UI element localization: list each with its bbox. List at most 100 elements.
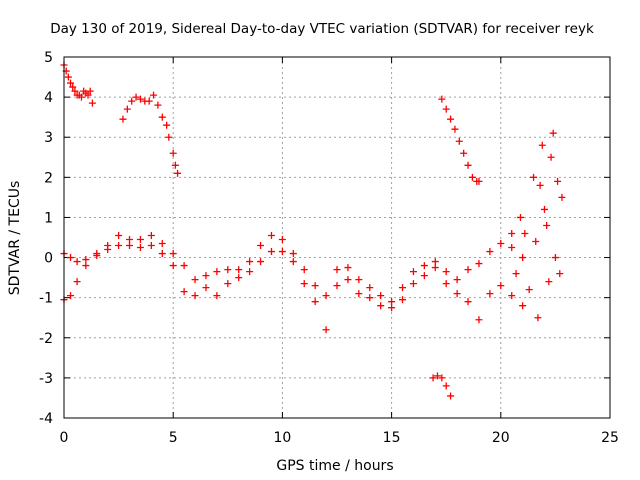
data-point [289,250,297,258]
x-tick-label: 25 [601,430,619,446]
data-point [267,248,275,256]
data-point [438,95,446,103]
data-point [257,258,265,266]
data-point [497,282,505,290]
x-tick-label: 15 [383,430,401,446]
data-point [202,272,210,280]
data-point [451,125,459,133]
data-point [433,372,441,380]
data-point [532,238,540,246]
data-point [147,231,155,239]
data-point [84,91,92,99]
y-tick-label: 3 [44,130,53,146]
data-point [409,280,417,288]
data-point [333,266,341,274]
x-tick-labels: 0 5 10 15 20 25 [60,430,619,446]
data-point [246,268,254,276]
data-point [86,87,94,95]
data-point [508,229,516,237]
data-point [366,294,374,302]
data-point [123,105,131,113]
data-point [224,280,232,288]
x-tick-label: 20 [492,430,510,446]
data-point [257,242,265,250]
data-point [169,250,177,258]
data-point [534,314,542,322]
y-tick-labels: -4 -3 -2 -1 0 1 2 3 4 5 [39,50,53,427]
y-tick-label: 2 [44,170,53,186]
data-point [521,229,529,237]
series-arc-b-high [119,91,182,177]
data-point [464,161,472,169]
data-point [180,288,188,296]
data-point [64,73,72,81]
data-point [311,298,319,306]
data-point [399,284,407,292]
data-point [73,278,81,286]
data-point [442,268,450,276]
data-point [93,252,101,260]
y-tick-label: 0 [44,251,53,267]
data-point [136,95,144,103]
grid-lines [64,57,610,418]
data-point [442,382,450,390]
data-point [202,284,210,292]
data-point [126,236,134,244]
data-point [554,177,562,185]
data-point [119,115,127,123]
x-tick-label: 10 [273,430,291,446]
data-point [377,292,385,300]
data-point [543,221,551,229]
data-point [409,268,417,276]
data-point [69,83,77,91]
data-point [468,173,476,181]
axis-ticks [63,56,611,419]
data-point [104,246,112,254]
data-point [333,282,341,290]
data-point [447,392,455,400]
data-point [82,256,90,264]
data-point [132,93,140,101]
data-point [147,242,155,250]
data-points [60,61,566,400]
data-point [88,99,96,107]
data-point [536,181,544,189]
data-point [344,276,352,284]
data-point [289,258,297,266]
data-point [311,282,319,290]
data-point [213,292,221,300]
data-point [429,374,437,382]
data-point [431,264,439,272]
x-axis-label: GPS time / hours [276,458,393,474]
data-point [388,298,396,306]
data-point [191,292,199,300]
data-point [355,290,363,298]
x-tick-label: 0 [60,430,69,446]
data-point [486,290,494,298]
data-point [512,270,520,278]
data-point [508,244,516,252]
data-point [549,129,557,137]
data-point [235,266,243,274]
data-point [377,302,385,310]
data-point [475,177,483,185]
data-point [174,169,182,177]
data-point [158,240,166,248]
data-point [180,262,188,270]
data-point [267,231,275,239]
data-point [67,79,75,87]
data-point [171,161,179,169]
data-point [278,236,286,244]
data-point [145,97,153,105]
data-point [540,205,548,213]
data-point [163,121,171,129]
data-point [453,290,461,298]
data-point [169,149,177,157]
series-main-band-lower [60,242,527,334]
series-late-scatter [508,129,566,322]
data-point [366,284,374,292]
data-point [115,242,123,250]
data-point [150,91,158,99]
data-point [136,244,144,252]
